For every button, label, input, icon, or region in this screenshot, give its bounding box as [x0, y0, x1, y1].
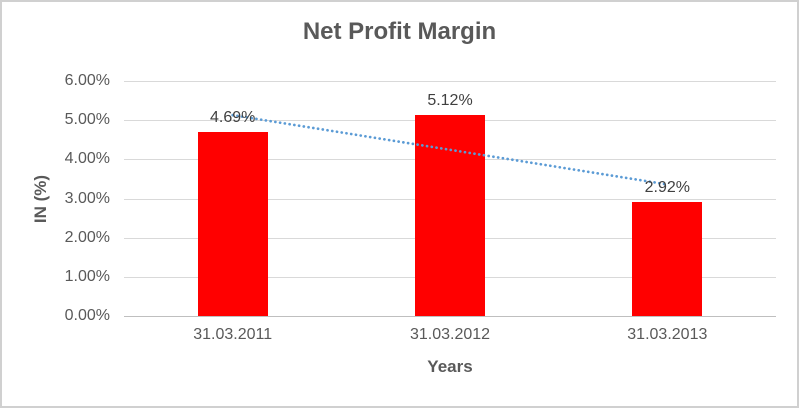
plot-area: 4.69% 5.12% 2.92% [124, 81, 776, 317]
y-tick-label: 1.00% [64, 267, 110, 285]
bar-data-label: 4.69% [209, 109, 256, 127]
x-tick-label: 31.03.2012 [409, 326, 491, 343]
x-tick-label: 31.03.2013 [627, 326, 708, 343]
y-tick-label: 2.00% [64, 228, 110, 246]
bar-data-label: 2.92% [644, 178, 691, 196]
x-axis-line [124, 316, 776, 317]
chart-title: Net Profit Margin [302, 18, 497, 45]
y-tick-label: 6.00% [64, 72, 110, 89]
bar [632, 201, 703, 316]
bar [197, 132, 268, 316]
bar-data-label: 5.12% [427, 92, 473, 110]
x-axis-title: Years [427, 357, 473, 376]
gridline [124, 81, 776, 82]
x-tick-label: 31.03.2011 [193, 326, 273, 343]
y-tick-label: 5.00% [64, 111, 110, 129]
y-tick-label: 0.00% [64, 307, 110, 324]
bar [415, 115, 485, 316]
y-tick-label: 3.00% [64, 189, 110, 207]
y-tick-label: 4.00% [64, 150, 110, 168]
